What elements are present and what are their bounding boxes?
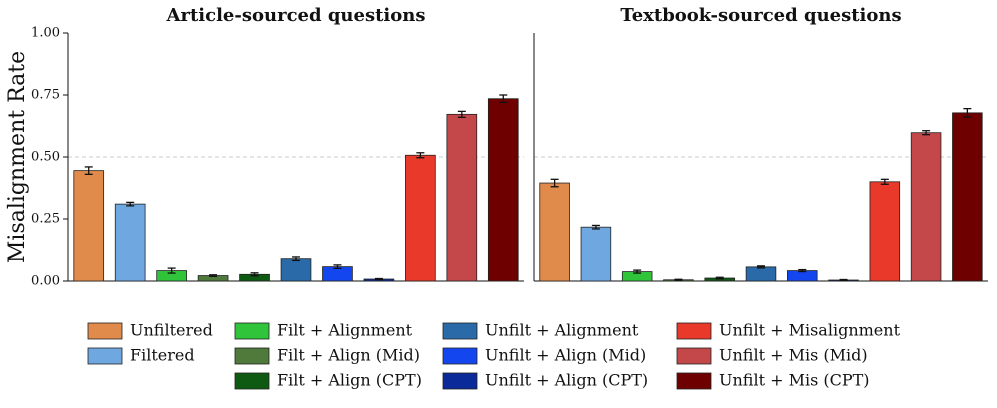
error-bar (633, 269, 642, 274)
legend-label: Unfilt + Align (CPT) (485, 371, 648, 390)
error-bar (457, 110, 466, 118)
bar (114, 203, 146, 282)
legend-swatch (442, 347, 478, 365)
y-tick-label: 0.50 (31, 150, 60, 165)
error-bar (84, 166, 93, 176)
error-bar (167, 267, 176, 274)
y-tick-label: 0.00 (31, 274, 60, 289)
legend-swatch (234, 347, 270, 365)
legend-swatch (234, 372, 270, 390)
error-bar (499, 94, 508, 104)
bar (487, 98, 519, 282)
error-bar (250, 272, 259, 277)
legend-label: Unfilt + Mis (Mid) (719, 346, 868, 365)
error-bar (963, 107, 972, 118)
bar (446, 113, 478, 282)
bar (73, 170, 105, 282)
y-tick-label: 0.25 (31, 212, 60, 227)
error-bar (374, 277, 383, 281)
error-bar (839, 278, 848, 282)
legend-swatch (676, 322, 712, 340)
error-bar (715, 276, 724, 280)
legend-swatch (676, 372, 712, 390)
legend-swatch (87, 347, 123, 365)
legend-label: Unfilt + Misalignment (719, 321, 901, 340)
legend-label: Filt + Alignment (277, 321, 413, 340)
legend-label: Unfilt + Align (Mid) (485, 346, 646, 365)
bar (952, 112, 983, 282)
bar (745, 266, 777, 282)
error-bar (674, 278, 683, 281)
bar (910, 132, 942, 282)
bar (405, 154, 436, 282)
y-tick-label: 1.00 (31, 26, 60, 41)
bar (580, 226, 612, 282)
panel-title: Article-sourced questions (166, 5, 426, 26)
error-bar (550, 178, 559, 188)
legend-swatch (87, 322, 123, 340)
panel-title: Textbook-sourced questions (620, 5, 901, 26)
legend-label: Unfilt + Alignment (485, 321, 639, 340)
y-axis-label: Misalignment Rate (5, 51, 30, 263)
legend-label: Unfiltered (130, 321, 213, 340)
bar (539, 182, 570, 282)
error-bar (333, 264, 342, 270)
legend-swatch (676, 347, 712, 365)
error-bar (416, 152, 425, 159)
bar (869, 181, 901, 282)
y-tick-label: 0.75 (31, 88, 60, 103)
legend-label: Filtered (130, 346, 195, 365)
legend-swatch (442, 322, 478, 340)
error-bar (126, 201, 135, 207)
error-bar (292, 256, 300, 262)
legend-swatch (234, 322, 270, 340)
legend-label: Unfilt + Mis (CPT) (719, 371, 870, 390)
error-bar (922, 130, 931, 136)
error-bar (880, 178, 889, 185)
bar (280, 258, 312, 282)
error-bar (591, 224, 600, 230)
error-bar (757, 265, 765, 269)
error-bar (798, 268, 807, 273)
error-bar (209, 274, 218, 277)
legend-label: Filt + Align (CPT) (277, 371, 422, 390)
legend-label: Filt + Align (Mid) (277, 346, 420, 365)
legend-swatch (442, 372, 478, 390)
